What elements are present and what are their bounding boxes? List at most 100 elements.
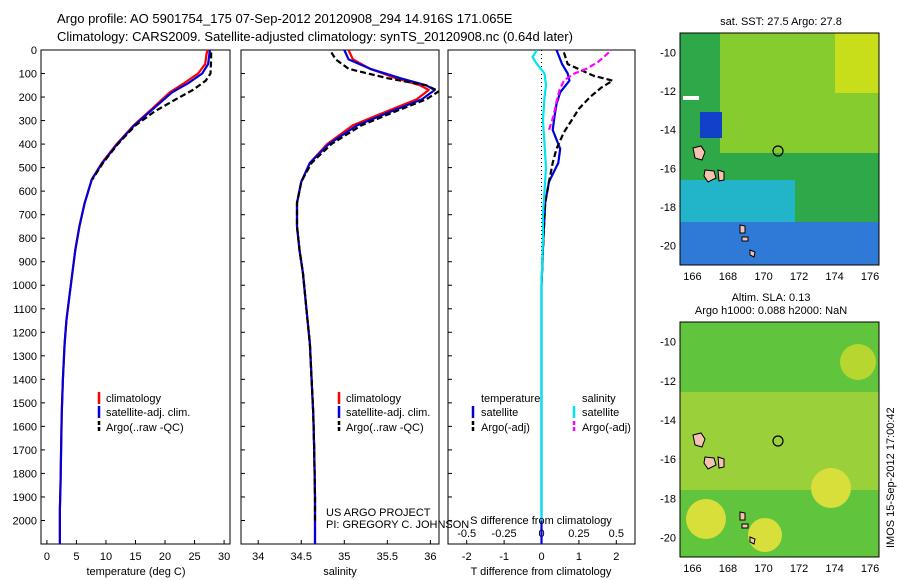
x-tick-label: 0 — [44, 551, 50, 563]
sla-yellow-blob-1 — [840, 344, 876, 380]
y-tick-label: 1100 — [13, 304, 37, 316]
s-diff-tick-label: -0.5 — [457, 528, 476, 540]
y-tick-label: 300 — [19, 116, 37, 128]
map-0-lat-tick-label: -16 — [660, 163, 676, 175]
sla-greenyellow-band — [680, 392, 879, 490]
sst-yellow-patch — [835, 33, 879, 93]
salinity-legend: climatology satellite-adj. clim. Argo(..… — [337, 392, 430, 434]
x-tick-label: 2 — [613, 551, 619, 563]
sla-map-title-line-1: Altim. SLA: 0.13 — [732, 292, 811, 304]
series-line-climatology — [58, 50, 209, 544]
sla-island-d — [739, 511, 746, 521]
map-0-lon-tick-label: 170 — [754, 271, 772, 283]
y-tick-label: 400 — [19, 139, 37, 151]
x-tick-label: 1 — [576, 551, 582, 563]
legend-heading-temperature: temperature — [481, 393, 540, 405]
y-tick-label: 1900 — [13, 492, 37, 504]
sst-white-patch — [683, 96, 699, 100]
s-diff-tick-label: 0.25 — [568, 528, 589, 540]
map-0-lat-tick-label: -14 — [660, 125, 676, 137]
x-tick-label: 35 — [338, 551, 350, 563]
map-1-lon-tick-label: 168 — [719, 563, 737, 575]
sla-float-position-marker — [772, 435, 784, 447]
y-tick-label: 900 — [19, 257, 37, 269]
x-tick-label: -2 — [462, 551, 472, 563]
header-line-1: Argo profile: AO 5901754_175 07-Sep-2012… — [57, 11, 513, 26]
temperature-axis-label: temperature (deg C) — [86, 566, 185, 578]
series-line-salinity-satellite — [531, 50, 548, 521]
sst-map — [679, 32, 880, 266]
salinity-panel-frame — [240, 49, 440, 545]
y-tick-label: 1200 — [13, 327, 37, 339]
map-1-lat-tick-label: -20 — [660, 532, 676, 544]
map-1-lat-tick-label: -12 — [660, 376, 676, 388]
sla-map-frame — [679, 321, 880, 558]
legend-heading-salinity: salinity — [582, 393, 616, 405]
curves-layer — [58, 50, 614, 544]
y-tick-label: 500 — [19, 163, 37, 175]
panel-1-series-group — [295, 50, 439, 544]
sla-yellow-blob-2 — [811, 468, 851, 508]
sla-map-title-line-2: Argo h1000: 0.088 h2000: NaN — [695, 305, 847, 317]
y-tick-label: 1300 — [13, 351, 37, 363]
sst-coastline-islands — [692, 145, 756, 258]
sla-coastline-islands — [692, 432, 756, 545]
y-tick-label: 2000 — [13, 515, 37, 527]
series-line-satellite-adj-clim- — [58, 50, 211, 544]
series-line-temperature-argo-adj- — [540, 52, 614, 286]
x-tick-label: 34 — [252, 551, 264, 563]
map-1-lat-tick-label: -14 — [660, 415, 676, 427]
y-tick-label: 1800 — [13, 468, 37, 480]
sla-map — [679, 321, 880, 558]
sla-yellow-blob-4 — [748, 518, 782, 552]
timestamp-stamp: IMOS 15-Sep-2012 17:00:42 — [885, 407, 897, 548]
map-0-lat-tick-label: -10 — [660, 47, 676, 59]
map-0-lat-tick-label: -12 — [660, 86, 676, 98]
map-1-lon-tick-label: 170 — [754, 563, 772, 575]
sst-island-f — [749, 249, 756, 258]
sst-island-d — [739, 224, 746, 234]
sst-island-b — [703, 169, 717, 183]
map-1-lat-tick-label: -16 — [660, 454, 676, 466]
legend-label-satellite: satellite-adj. clim. — [346, 407, 430, 419]
y-tick-label: 200 — [19, 92, 37, 104]
temperature-legend: climatology satellite-adj. clim. Argo(..… — [97, 392, 190, 434]
x-tick-label: 20 — [159, 551, 171, 563]
map-0-lat-tick-label: -18 — [660, 202, 676, 214]
map-0-lat-tick-label: -20 — [660, 241, 676, 253]
sst-island-a — [692, 145, 706, 161]
map-1-lat-tick-label: -10 — [660, 337, 676, 349]
header-line-2: Climatology: CARS2009. Satellite-adjuste… — [57, 29, 573, 44]
legend-label-s-argo: Argo(-adj) — [582, 422, 631, 434]
legend-label-climatology: climatology — [106, 393, 162, 405]
legend-label-s-satellite: satellite — [582, 407, 619, 419]
y-tick-label: 1500 — [13, 398, 37, 410]
sst-deep-blue-patch — [700, 112, 722, 138]
y-tick-label: 800 — [19, 233, 37, 245]
map-1-lon-tick-label: 176 — [861, 563, 879, 575]
sla-yellow-blob-3 — [686, 499, 726, 539]
x-tick-label: 30 — [218, 551, 230, 563]
legend-label-argo: Argo(..raw -QC) — [106, 422, 184, 434]
map-1-lon-tick-label: 174 — [825, 563, 843, 575]
legend-label-t-satellite: satellite — [481, 407, 518, 419]
sst-map-frame — [679, 32, 880, 266]
sla-island-e — [741, 523, 749, 529]
panel-0-series-group — [58, 50, 213, 544]
x-tick-label: 10 — [100, 551, 112, 563]
y-tick-label: 100 — [19, 69, 37, 81]
map-1-lon-tick-label: 166 — [683, 563, 701, 575]
x-tick-label: 15 — [129, 551, 141, 563]
y-tick-label: 1400 — [13, 374, 37, 386]
x-tick-label: 25 — [188, 551, 200, 563]
sst-island-c — [717, 169, 725, 182]
sla-island-b — [703, 456, 717, 470]
y-tick-label: 1000 — [13, 280, 37, 292]
legend-label-argo: Argo(..raw -QC) — [346, 422, 424, 434]
sst-float-position-marker — [772, 145, 784, 157]
sst-map-title: sat. SST: 27.5 Argo: 27.8 — [720, 16, 842, 28]
x-tick-label: 34.5 — [291, 551, 312, 563]
sla-island-a — [692, 432, 706, 448]
map-0-lon-tick-label: 174 — [825, 271, 843, 283]
